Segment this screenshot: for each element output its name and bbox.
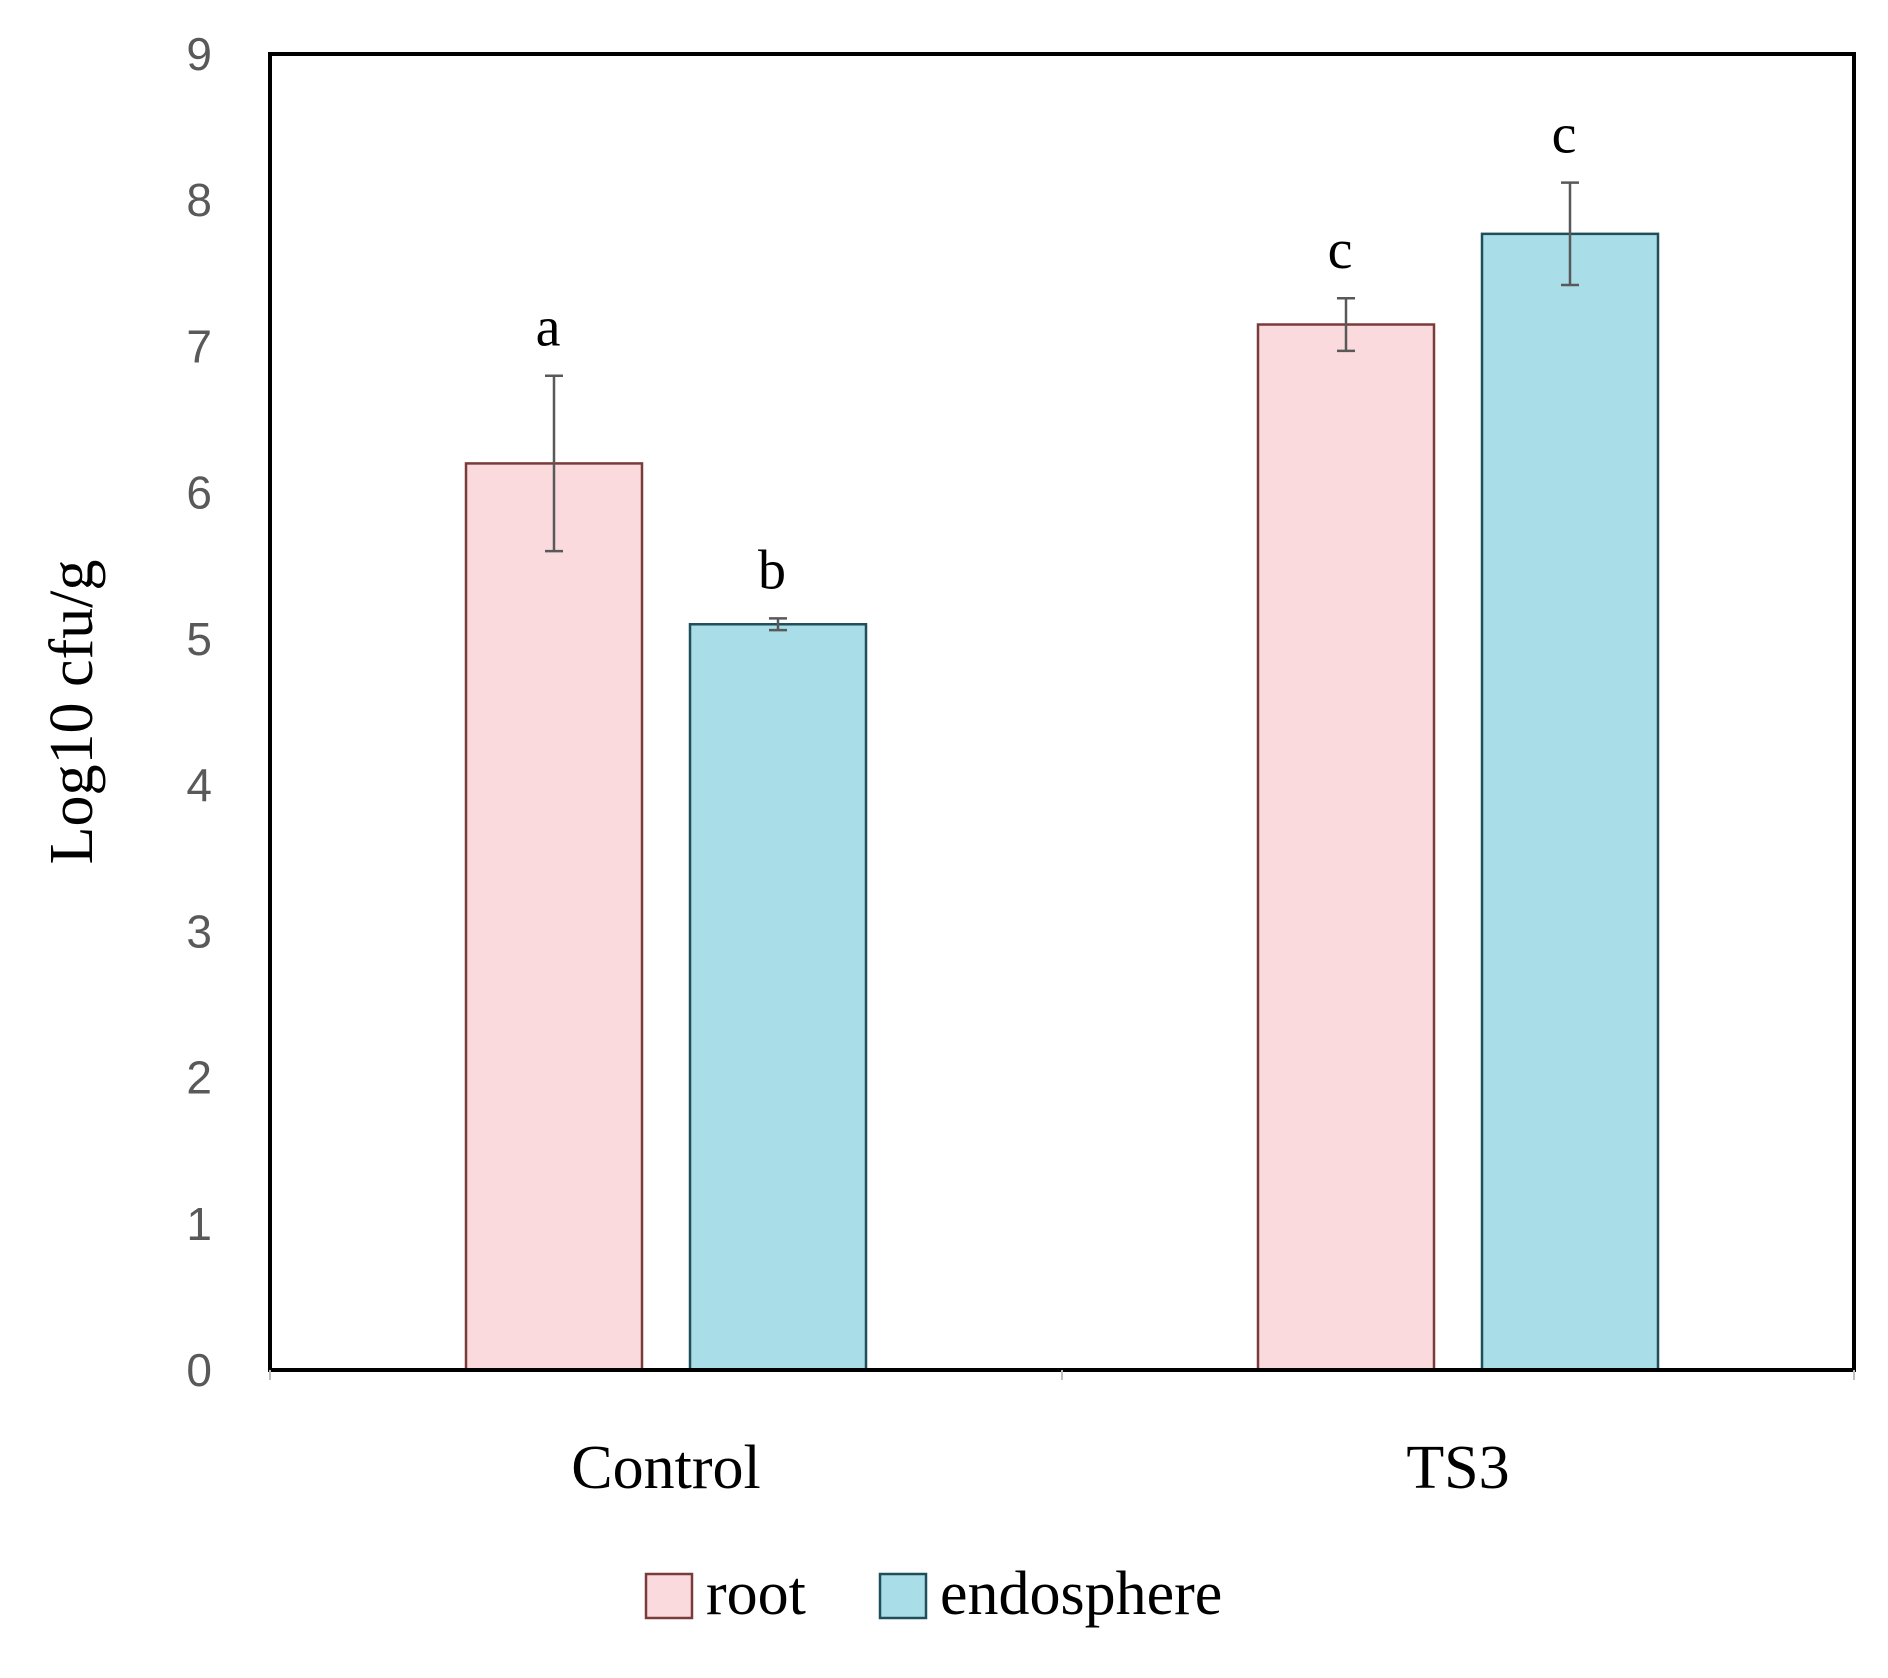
significance-label-endosphere-ts3: c: [1552, 104, 1577, 166]
y-tick-label-7: 7: [186, 320, 212, 372]
bar-root-control: [464, 462, 644, 1372]
y-tick-label-0: 0: [186, 1344, 212, 1396]
x-axis: [269, 1368, 1855, 1380]
bars-group: a b c c: [464, 104, 1660, 1372]
y-tick-label-9: 9: [186, 28, 212, 80]
y-tick-label-2: 2: [186, 1052, 212, 1104]
bar-root-ts3: [1256, 323, 1436, 1372]
legend-swatch-root: [644, 1572, 694, 1620]
y-axis-title: Log10 cfu/g: [38, 560, 106, 865]
y-tick-label-8: 8: [186, 174, 212, 226]
y-axis-ticks: 0 1 2 3 4 5 6 7 8 9: [186, 28, 212, 1396]
y-tick-label-3: 3: [186, 905, 212, 957]
y-tick-label-5: 5: [186, 613, 212, 665]
legend-label-root: root: [706, 1560, 806, 1628]
category-label-control: Control: [571, 1434, 760, 1502]
y-tick-label-1: 1: [186, 1198, 212, 1250]
significance-label-endosphere-control: b: [758, 539, 786, 601]
legend-label-endosphere: endosphere: [940, 1560, 1222, 1628]
bar-endosphere-ts3: [1480, 232, 1660, 1372]
legend: root endosphere: [644, 1560, 1222, 1628]
significance-label-root-control: a: [536, 297, 561, 359]
significance-label-root-ts3: c: [1328, 219, 1353, 281]
legend-swatch-endosphere: [878, 1572, 928, 1620]
category-labels: Control TS3: [571, 1434, 1509, 1502]
category-label-ts3: TS3: [1406, 1434, 1509, 1502]
bar-endosphere-control: [688, 623, 868, 1372]
y-tick-label-6: 6: [186, 467, 212, 519]
y-tick-label-4: 4: [186, 759, 212, 811]
